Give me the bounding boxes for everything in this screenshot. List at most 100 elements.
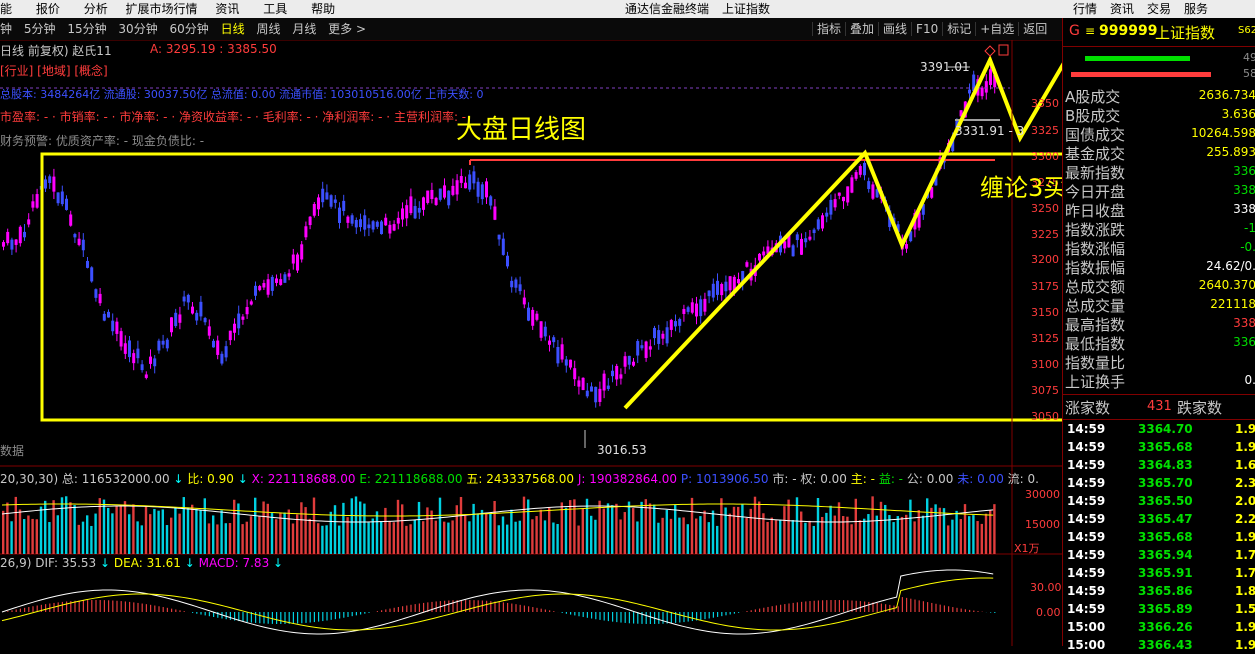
indicator-button[interactable]: 指标 (812, 22, 845, 36)
volume-bar (779, 520, 781, 554)
macd-bar (511, 604, 512, 612)
volume-bar (19, 509, 21, 554)
macd-bar (793, 603, 794, 612)
volume-bar (766, 522, 768, 554)
top-tab-quote[interactable]: 行情 (1073, 0, 1097, 18)
period-weekly[interactable]: 周线 (256, 22, 280, 36)
macd-bar (919, 600, 920, 612)
candle-body (44, 179, 47, 188)
mark-button[interactable]: 标记 (942, 22, 975, 36)
menu-item-ext-market[interactable]: 扩展市场行情 (126, 2, 198, 16)
volume-bar (405, 526, 407, 554)
macd-bar (692, 612, 693, 621)
tick-time: 14:59 (1067, 548, 1105, 562)
candle-body (283, 274, 286, 283)
tick-volume: 1.6 (1235, 458, 1255, 472)
macd-bar (318, 612, 319, 622)
menu-item-analysis[interactable]: 分析 (84, 2, 108, 16)
volume-bar (36, 519, 38, 554)
candle-body (510, 281, 513, 287)
candle-body (128, 340, 131, 357)
volume-bar (258, 516, 260, 554)
candle-body (401, 208, 404, 219)
candle-body (729, 276, 732, 290)
macd-bar (406, 605, 407, 612)
menu-item-news[interactable]: 资讯 (215, 2, 239, 16)
volume-p: P: 1013906.50 (681, 472, 769, 486)
macd-bar (32, 606, 33, 612)
macd-bar (209, 612, 210, 616)
volume-bar (775, 520, 777, 554)
volume-bar (808, 521, 810, 554)
volume-bar (565, 508, 567, 554)
volume-bar (233, 500, 235, 554)
volume-bar (187, 507, 189, 554)
volume-bar (388, 522, 390, 554)
period-more[interactable]: 更多 > (328, 22, 366, 36)
macd-bar (352, 612, 353, 616)
period-5min[interactable]: 5分钟 (24, 22, 56, 36)
menu-item-tools[interactable]: 工具 (263, 2, 287, 16)
macd-bar (95, 600, 96, 612)
quote-row-label: 今日开盘 (1065, 181, 1125, 202)
period-daily[interactable]: 日线 (221, 22, 245, 36)
macd-bar (20, 609, 21, 612)
volume-bar (90, 526, 92, 554)
menu-item-quote[interactable]: 报价 (36, 2, 60, 16)
tick-time: 15:00 (1067, 638, 1105, 652)
candle-body (724, 282, 727, 292)
candle-body (94, 289, 97, 298)
macd-bar (961, 609, 962, 612)
candle-body (103, 314, 106, 321)
volume-bar (325, 525, 327, 554)
volume-bar (10, 521, 12, 554)
volume-bar (225, 523, 227, 554)
candle-body (472, 171, 475, 183)
volume-bar (985, 514, 987, 554)
buy-strength-bar (1085, 56, 1190, 61)
volume-bar (754, 497, 756, 554)
candle-body (804, 238, 807, 242)
volume-bar (456, 505, 458, 554)
menu-item-help[interactable]: 帮助 (311, 2, 335, 16)
top-tab-service[interactable]: 服务 (1184, 0, 1208, 18)
candle-body (867, 181, 870, 189)
tick-price: 3365.94 (1138, 548, 1193, 562)
f10-button[interactable]: F10 (911, 22, 942, 36)
macd-bar (881, 604, 882, 612)
candle-body (330, 195, 333, 207)
top-tab-news[interactable]: 资讯 (1110, 0, 1134, 18)
quote-row-value: 338 (1233, 202, 1255, 216)
volume-bar (855, 499, 857, 554)
back-button[interactable]: 返回 (1018, 22, 1051, 36)
period-60min[interactable]: 60分钟 (170, 22, 209, 36)
candle-body (498, 235, 501, 240)
menu-item-0[interactable]: 能 (0, 2, 12, 16)
draw-line-button[interactable]: 画线 (878, 22, 911, 36)
quote-header: G ≡ 999999 上证指数 S62 (1063, 18, 1255, 47)
period-30min[interactable]: 30分钟 (118, 22, 157, 36)
candle-body (712, 284, 715, 298)
period-minute[interactable]: 钟 (0, 22, 12, 36)
volume-bar (241, 524, 243, 554)
top-tab-trade[interactable]: 交易 (1147, 0, 1171, 18)
macd-bar (259, 612, 260, 623)
period-15min[interactable]: 15分钟 (67, 22, 106, 36)
candle-body (418, 208, 421, 213)
volume-bar (636, 521, 638, 554)
overlay-button[interactable]: 叠加 (845, 22, 878, 36)
add-watchlist-button[interactable]: +自选 (975, 22, 1018, 36)
candle-body (846, 186, 849, 202)
volume-header: 20,30,30) 总: 116532000.00 ↓ 比: 0.90 ↓ X:… (0, 470, 1039, 487)
macd-bar (503, 602, 504, 612)
macd-bar (415, 604, 416, 612)
period-monthly[interactable]: 月线 (292, 22, 316, 36)
volume-bar (460, 497, 462, 554)
macd-bar (809, 601, 810, 612)
macd-bar (368, 612, 369, 613)
volume-bar (821, 517, 823, 554)
macd-bar (574, 612, 575, 615)
